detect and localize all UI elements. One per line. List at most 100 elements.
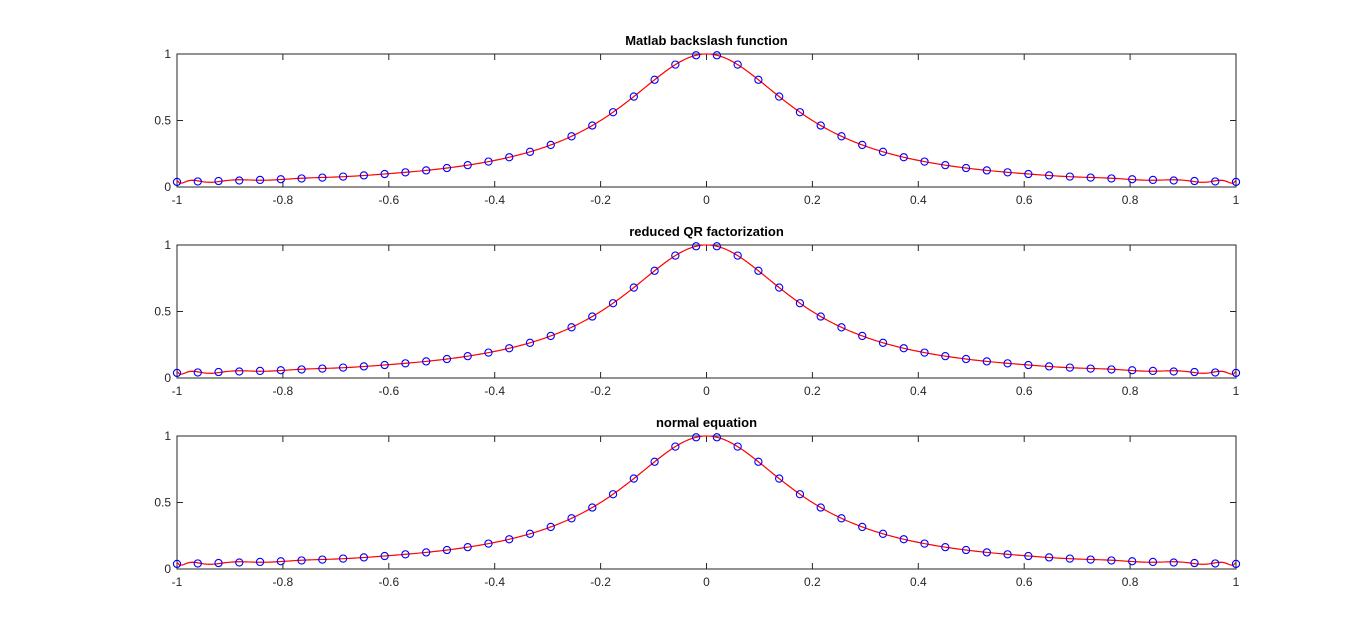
x-tick-label: -0.8	[273, 193, 294, 207]
data-point	[691, 51, 701, 60]
data-point	[837, 132, 846, 141]
x-tick-label: 0.4	[910, 193, 927, 207]
data-markers	[172, 242, 1241, 378]
x-tick-label: -0.8	[273, 384, 294, 398]
data-markers	[172, 433, 1241, 569]
fit-line	[176, 435, 1237, 566]
data-point	[608, 490, 618, 499]
data-point	[484, 539, 493, 548]
y-tick-label: 0.5	[154, 114, 171, 128]
data-point	[754, 75, 763, 84]
data-point	[1024, 551, 1033, 561]
data-point	[920, 157, 929, 166]
subplot-1: Matlab backslash function -1 -0.8 -0.6 -0.4…	[154, 33, 1241, 207]
data-point	[1044, 553, 1054, 562]
subplot-title: Matlab backslash function	[625, 33, 788, 48]
data-point	[442, 545, 452, 555]
data-point	[276, 366, 285, 375]
data-point	[941, 351, 950, 361]
ticks	[176, 53, 1237, 188]
x-tick-label: -1	[172, 575, 183, 589]
data-point	[505, 535, 514, 544]
data-point	[401, 359, 410, 368]
tick-labels: -1 -0.8 -0.6 -0.4 -0.2 0 0.2 0.4 0.6 0.8 1 0 0.5 1	[154, 429, 1239, 589]
data-point	[650, 457, 659, 466]
data-point	[920, 539, 929, 548]
data-point	[525, 529, 535, 538]
x-tick-label: 0.2	[804, 193, 821, 207]
data-point	[1211, 559, 1220, 568]
ticks	[176, 435, 1237, 570]
data-point	[1231, 368, 1241, 378]
x-tick-label: -0.4	[484, 193, 505, 207]
data-point	[276, 557, 285, 566]
x-tick-label: 0.6	[1016, 575, 1033, 589]
data-point	[401, 168, 410, 177]
x-tick-label: 0.8	[1122, 384, 1139, 398]
data-point	[878, 338, 888, 347]
data-point	[1211, 177, 1220, 186]
data-point	[1148, 175, 1158, 185]
data-point	[754, 266, 763, 275]
data-point	[775, 283, 784, 292]
data-point	[920, 348, 929, 357]
data-point	[1190, 176, 1199, 186]
data-point	[878, 147, 888, 156]
data-point	[422, 357, 431, 366]
data-point	[858, 140, 867, 150]
data-point	[1169, 176, 1178, 185]
data-point	[318, 364, 327, 373]
data-point	[733, 60, 742, 69]
data-point	[961, 545, 971, 555]
data-point	[567, 514, 576, 523]
data-point	[235, 558, 244, 567]
data-point	[193, 177, 202, 186]
fit-line	[176, 244, 1237, 375]
x-tick-label: -0.4	[484, 575, 505, 589]
data-point	[899, 344, 908, 353]
data-point	[338, 554, 348, 563]
data-point	[359, 553, 369, 562]
data-point	[546, 331, 555, 341]
data-point	[608, 299, 618, 308]
data-point	[255, 557, 265, 567]
x-tick-label: -0.2	[590, 384, 611, 398]
axes-box	[176, 244, 1237, 379]
data-point	[318, 173, 327, 182]
data-point	[193, 559, 202, 568]
data-point	[1107, 556, 1116, 565]
data-point	[837, 514, 846, 523]
data-point	[338, 363, 348, 372]
data-point	[899, 153, 908, 162]
data-point	[1086, 555, 1095, 564]
data-point	[276, 175, 285, 184]
data-point	[297, 174, 306, 183]
data-point	[816, 503, 825, 512]
data-point	[297, 556, 306, 565]
data-point	[1169, 367, 1178, 376]
data-point	[754, 457, 763, 466]
y-tick-label: 0.5	[154, 305, 171, 319]
x-tick-label: 0.2	[804, 384, 821, 398]
x-tick-label: 0.6	[1016, 384, 1033, 398]
data-point	[1231, 177, 1241, 187]
data-point	[982, 357, 991, 366]
x-tick-label: -0.8	[273, 575, 294, 589]
data-point	[193, 368, 202, 377]
data-point	[546, 140, 555, 150]
data-point	[712, 433, 722, 442]
x-tick-label: 1	[1233, 384, 1240, 398]
y-tick-label: 0.5	[154, 496, 171, 510]
data-point	[1065, 554, 1075, 563]
subplot-title: normal equation	[656, 415, 757, 430]
data-point	[629, 92, 638, 101]
data-point	[172, 368, 182, 378]
data-point	[1190, 367, 1199, 377]
data-point	[1003, 359, 1012, 368]
data-point	[214, 176, 223, 186]
y-tick-label: 1	[164, 429, 171, 443]
data-point	[1003, 550, 1012, 559]
axes-box	[176, 53, 1237, 188]
data-point	[671, 60, 680, 69]
